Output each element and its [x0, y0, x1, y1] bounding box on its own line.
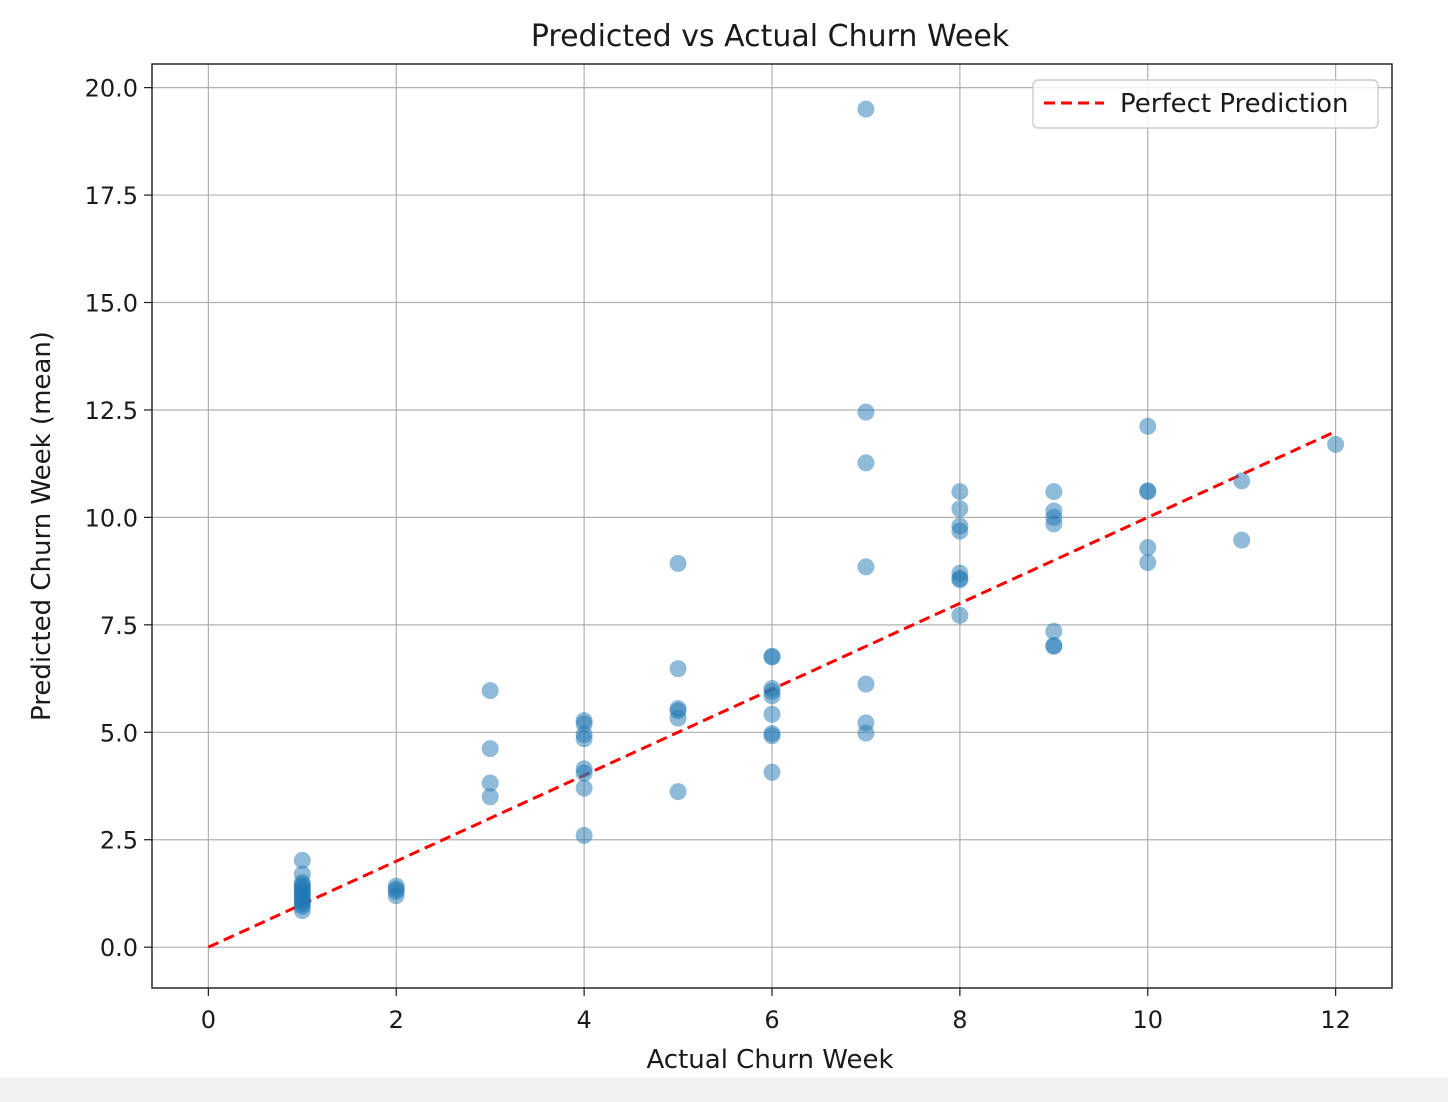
data-point — [575, 730, 593, 748]
data-point — [951, 483, 969, 501]
data-point — [1139, 538, 1157, 556]
y-tick-label: 17.5 — [85, 182, 138, 210]
legend: Perfect Prediction — [1032, 79, 1379, 129]
y-axis-label: Predicted Churn Week (mean) — [27, 331, 57, 721]
data-point — [669, 660, 687, 678]
legend-label: Perfect Prediction — [1120, 89, 1349, 119]
data-point — [857, 724, 875, 742]
data-point — [293, 851, 311, 869]
data-point — [857, 558, 875, 576]
legend-frame — [1032, 79, 1379, 129]
data-point — [669, 709, 687, 727]
axis-ticks: 0 2 4 6 8 10 12 0.0 2.5 5.0 7.5 10.0 12.5 15.0 17.5 20.… — [85, 75, 1351, 1034]
data-point — [1233, 531, 1251, 549]
window-bottom-strip — [0, 1078, 1448, 1102]
data-point — [1045, 515, 1063, 533]
data-point — [951, 571, 969, 589]
data-point — [857, 454, 875, 472]
x-tick-label: 12 — [1320, 1006, 1351, 1034]
chart-title: Predicted vs Actual Churn Week — [531, 19, 1010, 54]
data-point — [763, 763, 781, 781]
data-point — [1045, 622, 1063, 640]
x-tick-label: 8 — [952, 1006, 967, 1034]
y-tick-label: 0.0 — [100, 934, 138, 962]
data-point — [669, 783, 687, 801]
data-point — [857, 100, 875, 118]
data-point — [293, 902, 311, 920]
data-point — [1045, 483, 1063, 501]
data-point — [575, 779, 593, 797]
data-point — [1139, 483, 1157, 501]
y-tick-label: 10.0 — [85, 504, 138, 532]
y-tick-label: 15.0 — [85, 290, 138, 318]
points-layer — [293, 100, 1345, 920]
y-tick-label: 12.5 — [85, 397, 138, 425]
data-point — [575, 826, 593, 844]
data-point — [763, 648, 781, 666]
x-tick-label: 4 — [576, 1006, 591, 1034]
data-point — [481, 774, 499, 792]
data-point — [481, 788, 499, 806]
data-point — [763, 687, 781, 705]
data-point — [387, 887, 405, 905]
data-point — [1045, 637, 1063, 655]
x-axis-label: Actual Churn Week — [646, 1045, 893, 1075]
x-tick-label: 6 — [764, 1006, 779, 1034]
data-point — [763, 705, 781, 723]
data-point — [951, 500, 969, 518]
data-point — [481, 740, 499, 758]
data-point — [481, 682, 499, 700]
data-point — [951, 522, 969, 540]
data-point — [1139, 417, 1157, 435]
data-point — [575, 764, 593, 782]
data-point — [1139, 554, 1157, 572]
data-point — [669, 554, 687, 572]
data-point — [951, 606, 969, 624]
data-point — [1327, 435, 1345, 453]
data-point — [763, 727, 781, 745]
x-tick-label: 0 — [201, 1006, 216, 1034]
y-tick-label: 20.0 — [85, 75, 138, 103]
y-tick-label: 5.0 — [100, 719, 138, 747]
x-tick-label: 10 — [1132, 1006, 1163, 1034]
y-tick-label: 2.5 — [100, 827, 138, 855]
y-tick-label: 7.5 — [100, 612, 138, 640]
data-point — [857, 675, 875, 693]
data-point — [857, 403, 875, 421]
data-point — [1233, 472, 1251, 490]
x-tick-label: 2 — [389, 1006, 404, 1034]
